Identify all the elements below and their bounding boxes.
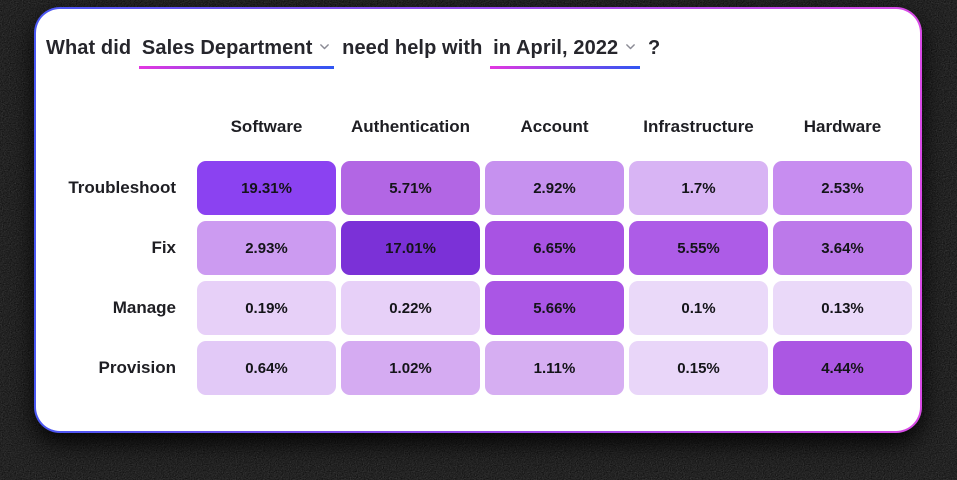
row-label: Troubleshoot [68,178,176,197]
row-label: Manage [112,298,176,317]
column-header: Authentication [351,117,470,136]
title-suffix: ? [647,37,661,59]
heatmap-cell[interactable]: 6.65% [485,221,624,275]
heatmap-cell[interactable]: 4.44% [773,341,912,395]
chevron-down-icon [320,44,330,50]
heatmap-cell[interactable]: 2.93% [197,221,336,275]
question-card-border: What did Sales Department need help with… [34,7,922,433]
heatmap-cell[interactable]: 3.64% [773,221,912,275]
department-dropdown[interactable]: Sales Department [138,36,335,69]
title-middle: need help with [342,37,483,59]
period-dropdown[interactable]: in April, 2022 [490,36,641,69]
heatmap-table: Software Authentication Account Infrastruct… [46,115,920,395]
heatmap-cell[interactable]: 0.15% [629,341,768,395]
column-header: Account [520,117,589,136]
heatmap-cell[interactable]: 1.7% [629,161,768,215]
heatmap-cell[interactable]: 2.53% [773,161,912,215]
period-dropdown-value: in April, 2022 [493,37,619,59]
heatmap-cell[interactable]: 0.19% [197,281,336,335]
heatmap-cell[interactable]: 0.64% [197,341,336,395]
row-label: Provision [98,358,176,377]
column-header: Infrastructure [643,117,754,136]
chevron-down-icon [626,44,636,50]
question-card: What did Sales Department need help with… [36,9,920,431]
heatmap-cell[interactable]: 0.13% [773,281,912,335]
heatmap-cell[interactable]: 0.1% [629,281,768,335]
page-title: What did Sales Department need help with… [46,36,920,69]
heatmap-cell[interactable]: 0.22% [341,281,480,335]
column-header: Hardware [803,117,882,136]
heatmap-cell[interactable]: 5.55% [629,221,768,275]
heatmap-cell[interactable]: 19.31% [197,161,336,215]
heatmap-cell[interactable]: 5.66% [485,281,624,335]
heatmap-cell[interactable]: 2.92% [485,161,624,215]
heatmap-cell[interactable]: 17.01% [341,221,480,275]
row-label: Fix [151,238,176,257]
title-prefix: What did [46,37,132,59]
heatmap-cell[interactable]: 5.71% [341,161,480,215]
corner-spacer [46,115,192,155]
heatmap-cell[interactable]: 1.11% [485,341,624,395]
column-header: Software [230,117,303,136]
department-dropdown-value: Sales Department [141,37,313,59]
heatmap-cell[interactable]: 1.02% [341,341,480,395]
